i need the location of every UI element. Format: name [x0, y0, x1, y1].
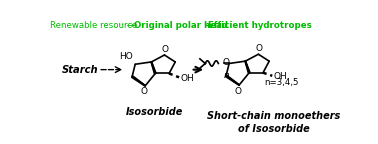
Text: Renewable resource: Renewable resource	[50, 21, 137, 30]
Text: n=3,4,5: n=3,4,5	[265, 78, 299, 87]
Text: HO: HO	[119, 52, 133, 61]
Text: OH: OH	[181, 74, 194, 83]
Text: Short-chain monoethers
of Isosorbide: Short-chain monoethers of Isosorbide	[207, 111, 341, 134]
Text: n: n	[223, 71, 229, 80]
Text: O: O	[256, 44, 263, 53]
Polygon shape	[132, 76, 146, 86]
Text: O: O	[162, 45, 169, 54]
Polygon shape	[245, 61, 250, 73]
Text: Efficient hydrotropes: Efficient hydrotropes	[208, 21, 312, 30]
Text: →: →	[201, 21, 216, 31]
Text: OH: OH	[274, 72, 288, 81]
Text: Isosorbide: Isosorbide	[126, 107, 183, 117]
Text: O: O	[223, 58, 230, 67]
Polygon shape	[226, 75, 239, 85]
Text: Original polar head: Original polar head	[135, 21, 228, 30]
Text: ···→: ···→	[116, 21, 136, 30]
Polygon shape	[151, 62, 156, 74]
Text: Starch: Starch	[62, 65, 99, 75]
Text: O: O	[140, 87, 147, 96]
Text: O: O	[234, 87, 241, 96]
